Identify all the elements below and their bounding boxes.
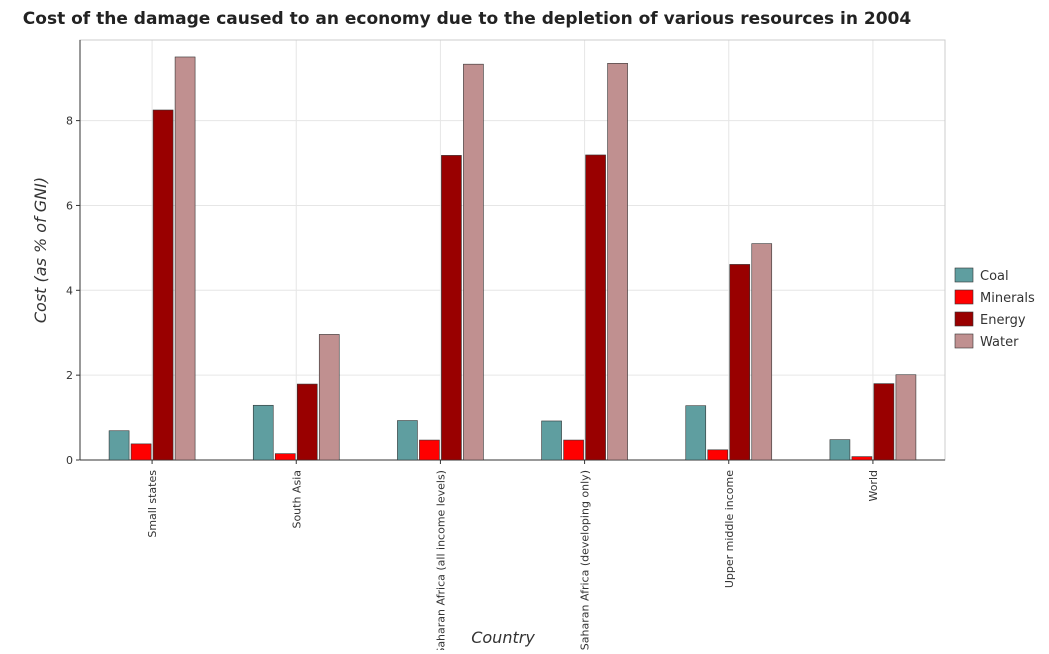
- x-tick-label: Upper middle income: [723, 470, 736, 588]
- bar-coal-1: [252, 404, 274, 461]
- bar-coal-2: [397, 420, 418, 461]
- x-tick-label: Sub-Saharan Africa (developing only): [579, 470, 592, 650]
- legend: Coal Minerals Energy Water: [954, 267, 1035, 350]
- bar-coal-4: [685, 405, 707, 461]
- legend-swatch-minerals: [954, 289, 974, 305]
- x-tick-label: Small states: [146, 470, 159, 538]
- bar-energy-4: [729, 264, 751, 461]
- bar-water-3: [607, 63, 628, 461]
- y-tick-label: 6: [66, 199, 73, 212]
- bar-minerals-0: [130, 443, 152, 461]
- x-tick-label: South Asia: [290, 470, 303, 529]
- x-tick-label: World: [867, 470, 880, 502]
- bar-coal-0: [108, 430, 130, 461]
- legend-swatch-water: [954, 333, 974, 349]
- bar-water-2: [463, 63, 484, 461]
- x-tick-label: Sub-Saharan Africa (all income levels): [434, 470, 447, 650]
- bar-minerals-1: [274, 453, 296, 461]
- x-axis-label: Country: [471, 628, 535, 647]
- legend-label-energy: Energy: [980, 313, 1026, 328]
- bar-minerals-5: [851, 456, 873, 461]
- plot-frame: [79, 39, 946, 461]
- bar-water-4: [751, 243, 773, 461]
- bar-minerals-2: [419, 439, 440, 461]
- legend-label-coal: Coal: [980, 269, 1009, 284]
- bar-coal-3: [541, 420, 562, 461]
- y-tick-label: 0: [66, 454, 73, 467]
- bar-energy-5: [873, 383, 895, 461]
- legend-swatch-energy: [954, 311, 974, 327]
- bar-water-1: [318, 334, 340, 461]
- bar-energy-0: [152, 109, 174, 461]
- y-tick-label: 8: [66, 115, 73, 128]
- bar-coal-5: [829, 439, 851, 461]
- legend-swatch-coal: [954, 267, 974, 283]
- y-tick-label: 2: [66, 369, 73, 382]
- bar-energy-3: [585, 154, 606, 461]
- y-tick-label: 4: [66, 284, 73, 297]
- bar-water-0: [174, 56, 196, 461]
- bar-energy-2: [441, 155, 462, 461]
- chart-title: Cost of the damage caused to an economy …: [23, 9, 912, 29]
- legend-label-minerals: Minerals: [980, 291, 1035, 306]
- bar-water-5: [895, 374, 917, 461]
- y-axis-label: Cost (as % of GNI): [31, 177, 50, 323]
- bar-energy-1: [296, 383, 318, 461]
- plot-area: 0 2 4 6 8 Small states South Asia Sub-Saharan A…: [66, 39, 946, 654]
- bar-minerals-4: [707, 449, 729, 461]
- legend-label-water: Water: [980, 335, 1019, 350]
- bar-minerals-3: [563, 439, 584, 461]
